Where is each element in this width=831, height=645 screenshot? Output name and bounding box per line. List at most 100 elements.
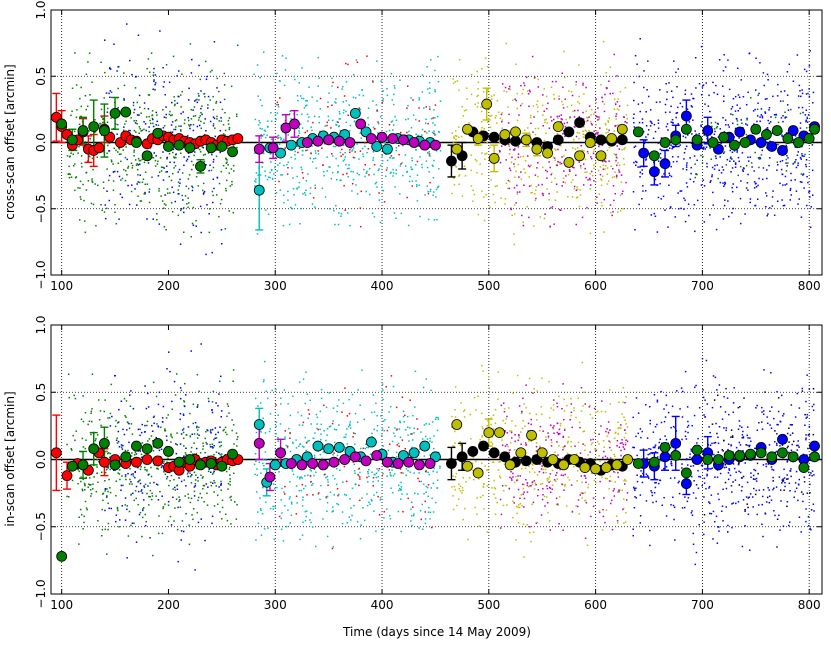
scatter-dot xyxy=(516,512,518,515)
scatter-dot xyxy=(167,520,170,523)
scatter-dot xyxy=(137,490,140,493)
scatter-dot xyxy=(512,99,514,101)
scatter-dot xyxy=(273,173,275,175)
scatter-dot xyxy=(70,114,72,117)
scatter-dot xyxy=(431,131,434,134)
scatter-dot xyxy=(107,452,110,454)
scatter-dot xyxy=(138,94,141,97)
scatter-dot xyxy=(654,215,657,218)
scatter-dot xyxy=(582,136,585,138)
scatter-dot xyxy=(667,226,669,228)
scatter-dot xyxy=(416,185,418,188)
data-point-green xyxy=(98,125,110,136)
scatter-dot xyxy=(300,489,303,492)
scatter-dot xyxy=(131,184,133,186)
scatter-dot xyxy=(745,133,748,136)
scatter-dot xyxy=(802,174,804,176)
scatter-dot xyxy=(174,394,177,396)
scatter-dot xyxy=(283,194,285,196)
scatter-dot xyxy=(326,495,329,498)
scatter-dot xyxy=(719,181,722,184)
scatter-dot xyxy=(702,179,705,181)
scatter-dot xyxy=(174,100,176,102)
scatter-dot xyxy=(320,438,322,441)
scatter-dot xyxy=(139,449,141,452)
scatter-dot xyxy=(472,456,475,459)
scatter-dot xyxy=(513,448,516,451)
scatter-dot xyxy=(474,158,477,161)
scatter-dot xyxy=(126,421,129,423)
scatter-dot xyxy=(542,468,545,471)
scatter-dot xyxy=(607,432,610,435)
scatter-dot xyxy=(516,191,519,193)
scatter-dot xyxy=(805,93,808,95)
scatter-dot xyxy=(227,119,230,122)
scatter-dot xyxy=(513,165,516,168)
scatter-dot xyxy=(702,148,705,150)
scatter-dot xyxy=(174,200,177,203)
scatter-dot xyxy=(625,480,627,482)
scatter-dot xyxy=(712,191,714,194)
scatter-dot xyxy=(546,107,548,110)
scatter-dot xyxy=(276,72,278,75)
scatter-dot xyxy=(410,126,413,129)
scatter-dot xyxy=(462,476,465,479)
scatter-dot xyxy=(761,149,764,152)
scatter-dot xyxy=(209,429,212,431)
scatter-dot xyxy=(803,68,806,71)
scatter-dot xyxy=(179,418,181,421)
scatter-dot xyxy=(536,390,539,392)
scatter-dot xyxy=(158,223,161,225)
scatter-dot xyxy=(104,204,107,206)
scatter-dot xyxy=(427,218,430,221)
scatter-dot xyxy=(541,377,543,380)
scatter-dot xyxy=(231,180,233,183)
scatter-dot xyxy=(670,144,672,146)
scatter-dot xyxy=(494,513,497,515)
scatter-dot xyxy=(463,165,466,168)
scatter-dot xyxy=(598,116,600,118)
scatter-dot xyxy=(731,122,734,125)
scatter-dot xyxy=(186,135,189,137)
scatter-dot xyxy=(170,435,172,437)
scatter-dot xyxy=(594,181,597,183)
scatter-dot xyxy=(419,215,421,218)
scatter-dot xyxy=(175,156,177,159)
scatter-dot xyxy=(205,483,208,485)
scatter-dot xyxy=(495,122,498,124)
scatter-dot xyxy=(541,482,544,485)
scatter-dot xyxy=(638,203,640,206)
scatter-dot xyxy=(278,471,280,473)
scatter-dot xyxy=(584,129,587,132)
scatter-dot xyxy=(301,424,304,426)
scatter-dot xyxy=(426,166,429,169)
scatter-dot xyxy=(283,84,286,87)
scatter-dot xyxy=(808,88,810,90)
scatter-dot xyxy=(301,149,304,152)
scatter-dot xyxy=(570,181,573,184)
scatter-dot xyxy=(544,468,547,471)
scatter-dot xyxy=(143,485,145,487)
scatter-dot xyxy=(509,442,512,444)
scatter-dot xyxy=(396,428,398,430)
scatter-dot xyxy=(553,93,555,96)
scatter-dot xyxy=(333,441,336,444)
scatter-dot xyxy=(83,482,86,485)
scatter-dot xyxy=(513,502,515,504)
scatter-dot xyxy=(270,161,272,163)
scatter-dot xyxy=(275,118,277,121)
scatter-dot xyxy=(349,148,351,151)
scatter-dot xyxy=(518,114,520,116)
scatter-dot xyxy=(797,162,799,164)
data-point-green xyxy=(739,137,751,148)
data-point-green xyxy=(195,160,206,172)
scatter-dot xyxy=(218,441,221,444)
scatter-dot xyxy=(737,174,740,177)
scatter-dot xyxy=(622,507,625,510)
scatter-dot xyxy=(531,483,534,485)
scatter-dot xyxy=(282,540,285,542)
scatter-dot xyxy=(473,193,476,196)
scatter-dot xyxy=(460,402,462,404)
scatter-dot xyxy=(746,124,749,126)
scatter-dot xyxy=(225,187,227,190)
